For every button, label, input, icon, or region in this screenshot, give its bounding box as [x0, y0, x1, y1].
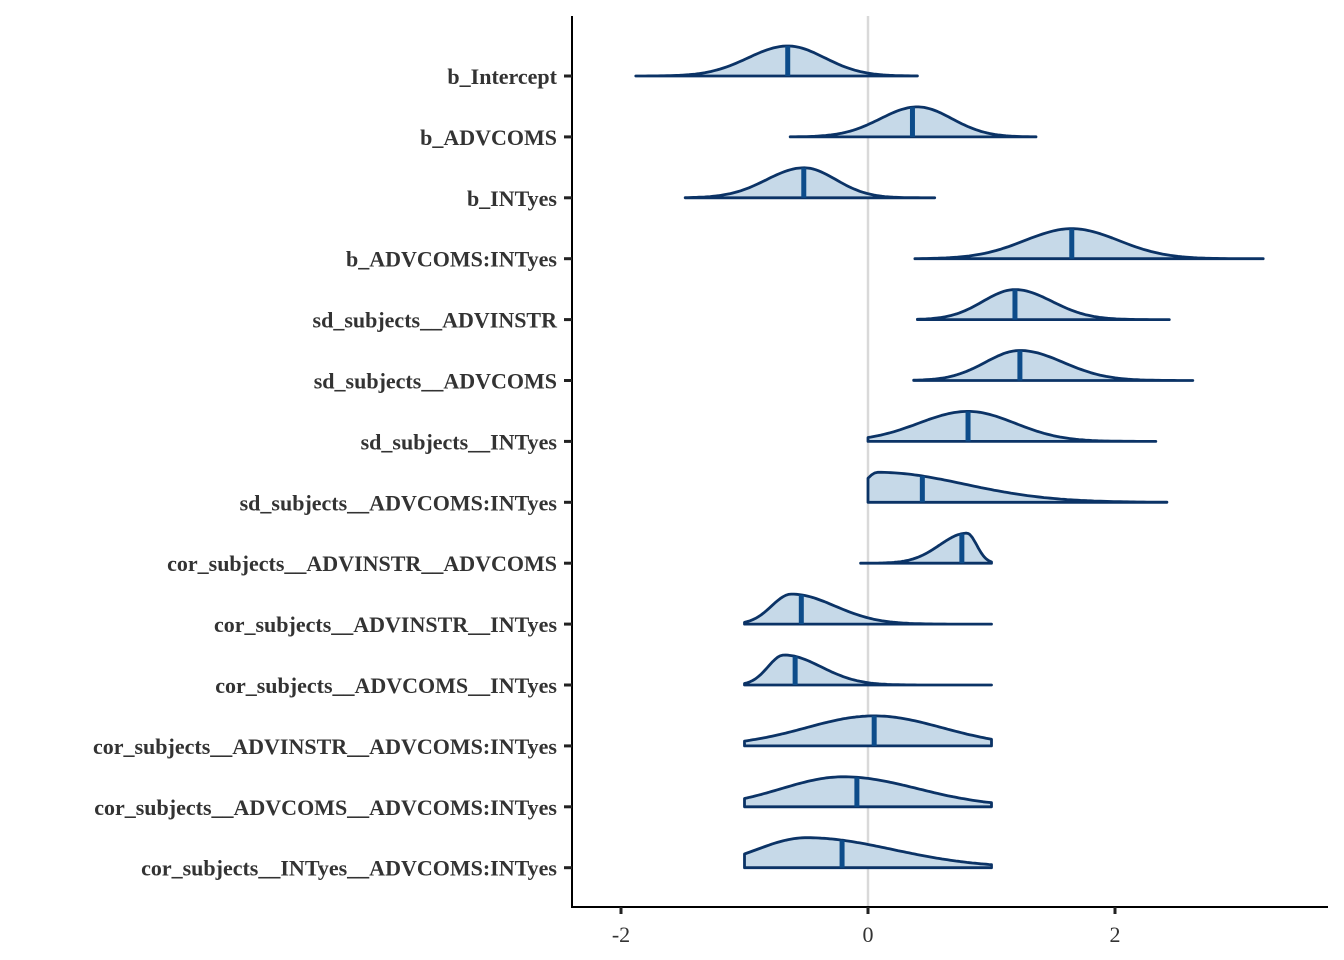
- density-b_Intercept: [634, 44, 919, 78]
- density-b_ADVCOMS:INTyes: [913, 227, 1265, 261]
- x-tick-label: 0: [863, 922, 874, 947]
- density-sd_subjects__ADVCOMS: [912, 349, 1195, 382]
- y-tick-label: cor_subjects__ADVINSTR__ADVCOMS:INTyes: [93, 734, 557, 759]
- density-ridges: [634, 44, 1265, 870]
- y-tick-label: sd_subjects__INTyes: [361, 429, 558, 454]
- y-tick-label: cor_subjects__INTyes__ADVCOMS:INTyes: [141, 856, 557, 881]
- y-tick-label: b_Intercept: [447, 64, 557, 89]
- y-tick-label: cor_subjects__ADVCOMS__ADVCOMS:INTyes: [94, 795, 557, 820]
- y-tick-label: cor_subjects__ADVINSTR__ADVCOMS: [167, 551, 557, 576]
- density-cor_subjects__ADVCOMS__INTyes: [743, 653, 993, 687]
- density-b_INTyes: [683, 166, 937, 200]
- density-sd_subjects__ADVINSTR: [916, 288, 1171, 321]
- x-axis-ticks: -2 0 2: [612, 907, 1121, 947]
- y-tick-label: b_INTyes: [467, 186, 557, 211]
- density-cor_subjects__INTyes__ADVCOMS:INTyes: [743, 836, 993, 870]
- density-sd_subjects__ADVCOMS:INTyes: [866, 470, 1169, 504]
- y-tick-label: cor_subjects__ADVCOMS__INTyes: [215, 673, 557, 698]
- density-cor_subjects__ADVCOMS__ADVCOMS:INTyes: [743, 775, 993, 809]
- y-tick-label: sd_subjects__ADVCOMS:INTyes: [240, 490, 558, 515]
- density-cor_subjects__ADVINSTR__INTyes: [743, 592, 993, 626]
- x-tick-label: -2: [612, 922, 630, 947]
- y-tick-label: sd_subjects__ADVCOMS: [314, 369, 557, 394]
- y-axis-ticks: b_Intercept b_ADVCOMS b_INTyes b_ADVCOMS:IN…: [93, 64, 572, 881]
- y-tick-label: sd_subjects__ADVINSTR: [313, 308, 559, 333]
- density-sd_subjects__INTyes: [866, 410, 1158, 443]
- y-tick-label: b_ADVCOMS:INTyes: [346, 247, 557, 272]
- x-tick-label: 2: [1110, 922, 1121, 947]
- y-tick-label: b_ADVCOMS: [420, 125, 557, 150]
- y-tick-label: cor_subjects__ADVINSTR__INTyes: [214, 612, 557, 637]
- density-cor_subjects__ADVINSTR__ADVCOMS:INTyes: [743, 714, 993, 748]
- density-cor_subjects__ADVINSTR__ADVCOMS: [859, 531, 993, 565]
